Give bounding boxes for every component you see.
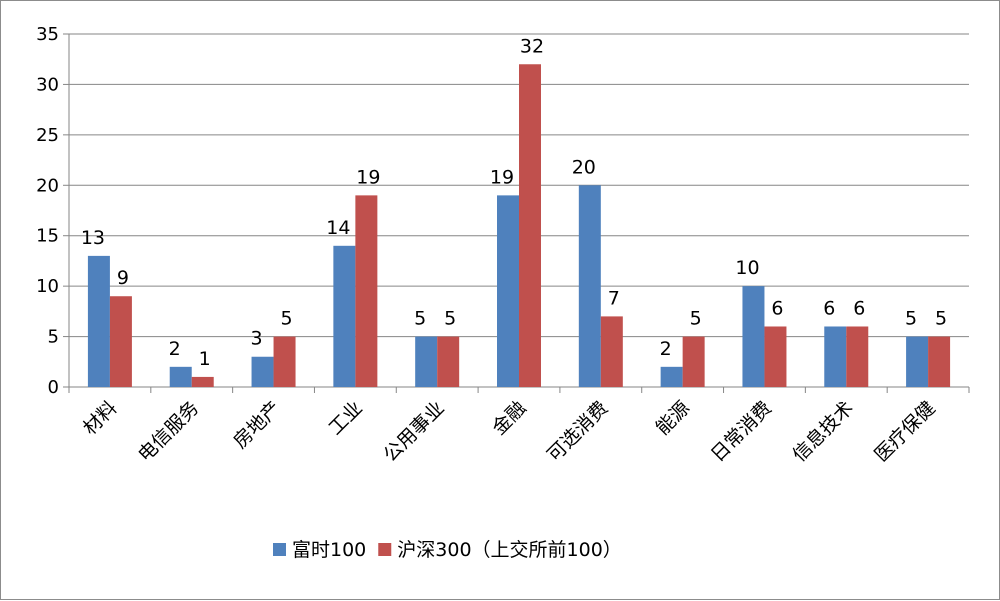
bar — [742, 286, 765, 387]
bar — [355, 195, 378, 387]
bar — [519, 64, 541, 387]
data-label: 5 — [280, 308, 292, 330]
bar — [682, 336, 705, 387]
data-label: 10 — [735, 257, 759, 279]
y-tick-label: 5 — [48, 327, 59, 348]
data-label: 3 — [250, 328, 262, 350]
data-label: 1 — [199, 348, 211, 370]
data-label: 2 — [169, 338, 181, 360]
y-tick-label: 15 — [36, 226, 59, 247]
data-label: 14 — [326, 217, 350, 239]
data-label: 5 — [690, 308, 702, 330]
bars — [87, 64, 951, 387]
data-label: 6 — [823, 297, 835, 319]
category-label: 材料 — [79, 397, 121, 439]
legend-swatch — [273, 543, 286, 556]
data-label: 6 — [853, 297, 865, 319]
legend-entry: 富时100 — [292, 539, 366, 561]
data-label: 20 — [572, 156, 596, 178]
legend-entry: 沪深300（上交所前100） — [397, 539, 622, 561]
category-label: 医疗保健 — [870, 397, 939, 466]
legend: 富时100 沪深300（上交所前100） — [273, 539, 622, 561]
bar — [846, 326, 869, 387]
bar — [497, 195, 519, 387]
x-axis: 材料 电信服务 房地产 工业 公用事业 金融 可选消费 能源 日常消费 信息技术 医疗保健 — [68, 387, 970, 466]
data-label: 19 — [490, 166, 514, 188]
bar — [87, 255, 110, 387]
bar — [415, 336, 438, 387]
category-label: 工业 — [324, 397, 366, 439]
y-tick-label: 35 — [36, 24, 59, 45]
category-label: 日常消费 — [707, 397, 776, 466]
bar — [660, 366, 683, 387]
bar — [906, 336, 929, 387]
data-label: 19 — [356, 166, 380, 188]
data-label: 13 — [81, 227, 105, 249]
bar — [333, 245, 356, 387]
y-tick-label: 0 — [48, 377, 59, 398]
bar — [169, 366, 192, 387]
bar — [437, 336, 460, 387]
data-label: 5 — [935, 308, 947, 330]
category-label: 房地产 — [229, 397, 285, 453]
category-label: 公用事业 — [379, 397, 448, 466]
legend-swatch — [378, 543, 392, 556]
data-label: 32 — [520, 35, 544, 57]
bar — [600, 316, 623, 387]
y-tick-label: 10 — [36, 276, 59, 297]
category-label: 金融 — [488, 397, 530, 439]
y-axis: 0 5 10 15 20 25 30 35 — [36, 24, 70, 398]
bar — [273, 336, 296, 387]
bar — [109, 296, 132, 387]
y-tick-label: 20 — [36, 175, 59, 196]
data-label: 5 — [414, 308, 426, 330]
y-tick-label: 25 — [36, 125, 59, 146]
bar — [191, 376, 214, 387]
category-label: 信息技术 — [789, 397, 858, 466]
y-tick-label: 30 — [36, 74, 59, 95]
data-label: 6 — [771, 297, 783, 319]
category-label: 电信服务 — [134, 397, 203, 466]
bar — [251, 356, 274, 387]
bar — [764, 326, 787, 387]
data-label: 5 — [444, 308, 456, 330]
data-label: 2 — [660, 338, 672, 360]
data-label: 9 — [117, 267, 129, 289]
category-label: 可选消费 — [543, 397, 612, 466]
bar — [928, 336, 951, 387]
bar — [578, 185, 601, 387]
bar — [824, 326, 847, 387]
category-label: 能源 — [652, 397, 694, 439]
data-label: 7 — [608, 287, 620, 309]
data-label: 5 — [905, 308, 917, 330]
